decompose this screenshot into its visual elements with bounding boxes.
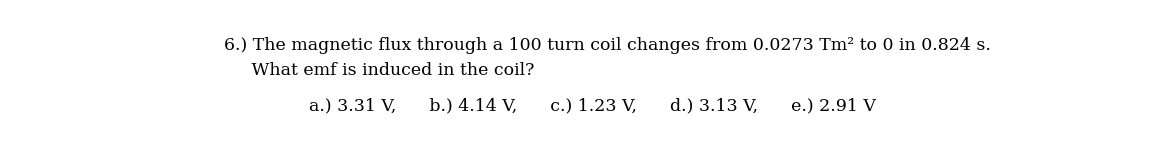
Text: a.) 3.31 V,      b.) 4.14 V,      c.) 1.23 V,      d.) 3.13 V,      e.) 2.91 V: a.) 3.31 V, b.) 4.14 V, c.) 1.23 V, d.) … xyxy=(308,98,876,115)
Text: 6.) The magnetic flux through a 100 turn coil changes from 0.0273 Tm² to 0 in 0.: 6.) The magnetic flux through a 100 turn… xyxy=(224,38,991,55)
Text: What emf is induced in the coil?: What emf is induced in the coil? xyxy=(224,62,534,79)
